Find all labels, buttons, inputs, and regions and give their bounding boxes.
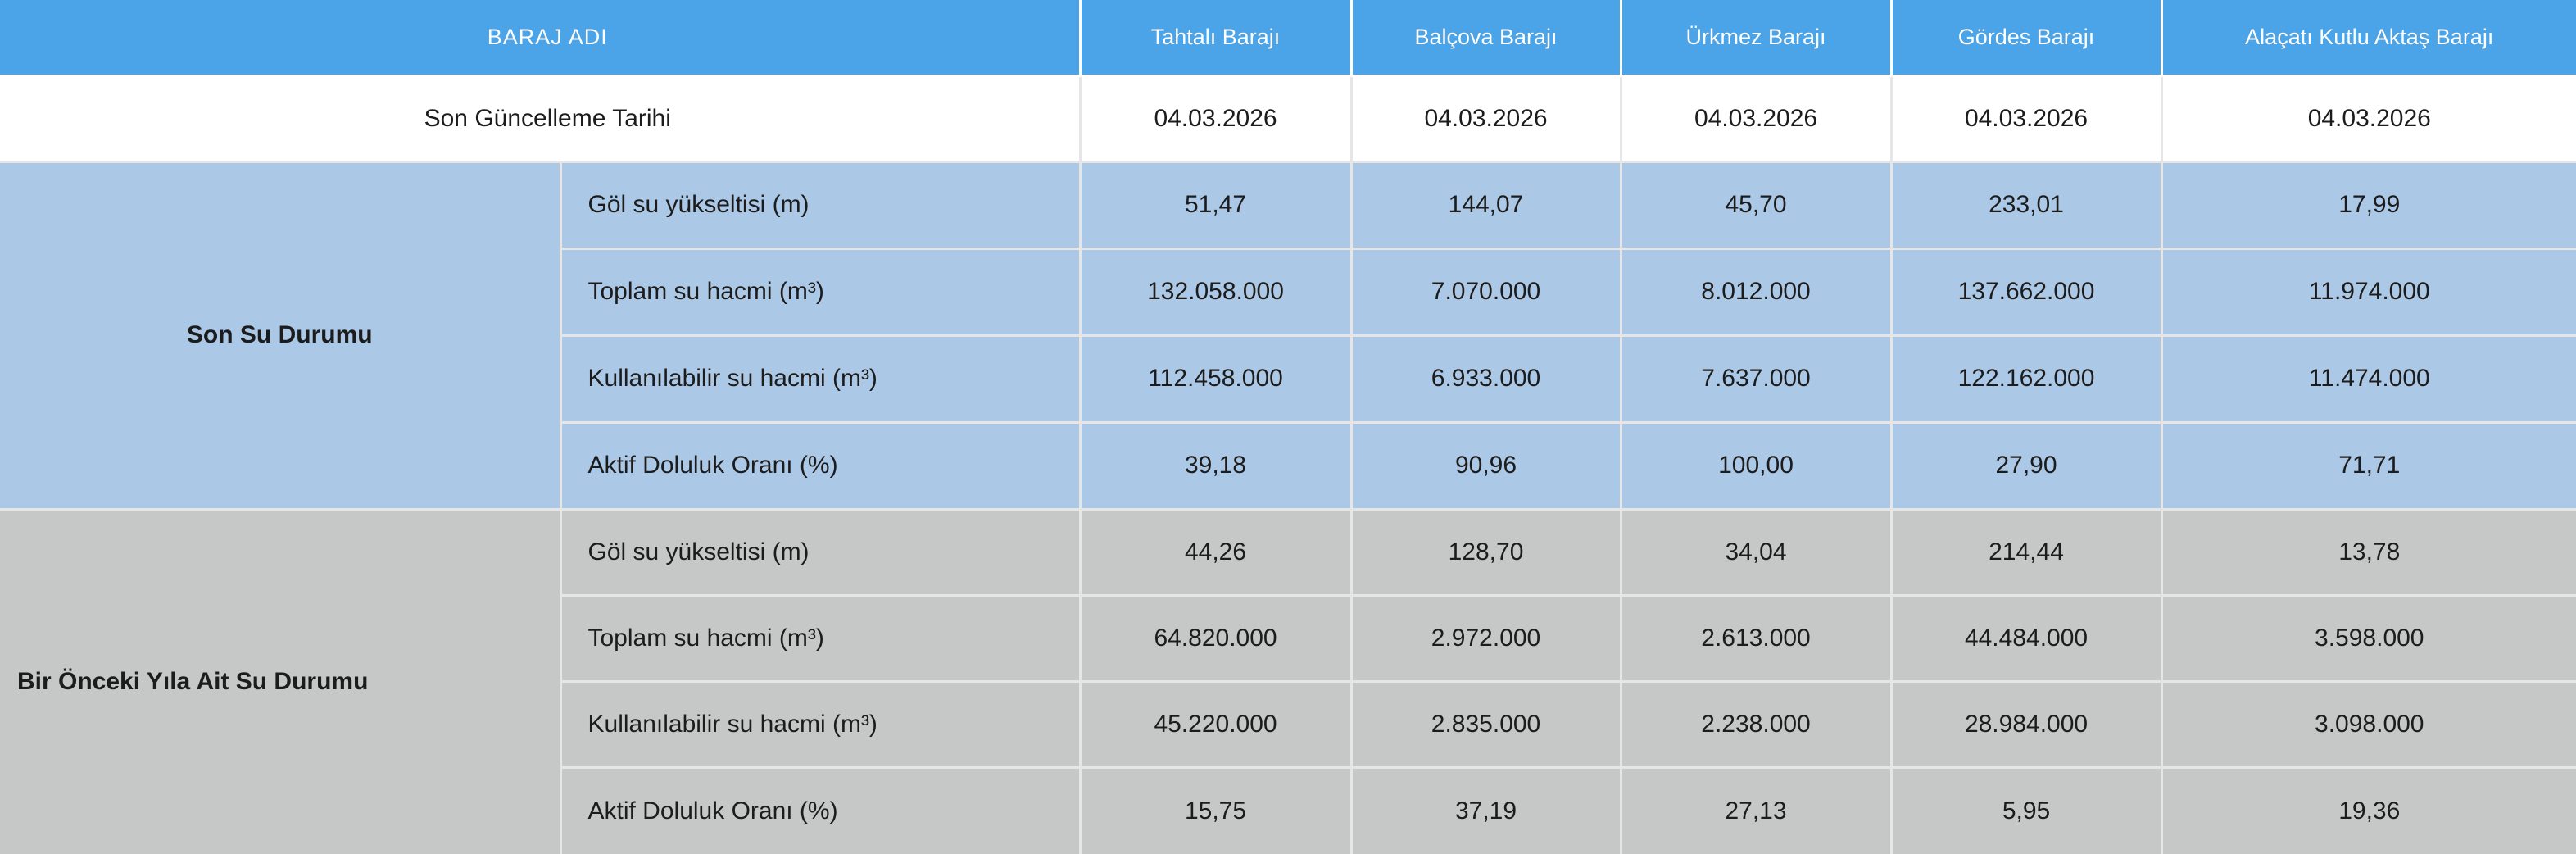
value-cell: 64.820.000	[1078, 593, 1353, 683]
table-row: Son Su Durumu Göl su yükseltisi (m) 51,4…	[0, 160, 2576, 511]
update-date-balcova: 04.03.2026	[1349, 74, 1622, 163]
value-cell: 2.238.000	[1619, 679, 1893, 769]
section-label-previous-year: Bir Önceki Yıla Ait Su Durumu	[0, 507, 562, 854]
baraj-adi-header: BARAJ ADI	[0, 0, 1082, 77]
dam-column-header-balcova: Balçova Barajı	[1349, 0, 1622, 77]
value-cell: 3.598.000	[2160, 593, 2576, 683]
table-row: Toplam su hacmi (m³) 64.820.000 2.972.00…	[0, 593, 2576, 683]
metric-label: Aktif Doluluk Oranı (%)	[559, 420, 1082, 511]
value-cell: 6.933.000	[1349, 334, 1622, 424]
value-cell: 137.662.000	[1889, 247, 2163, 337]
update-date-urkmez: 04.03.2026	[1619, 74, 1893, 163]
table-header-row: BARAJ ADI Tahtalı Barajı Balçova Barajı …	[0, 0, 2576, 77]
value-cell: 144,07	[1349, 160, 1622, 250]
update-date-label: Son Güncelleme Tarihi	[0, 74, 1082, 163]
metric-label: Toplam su hacmi (m³)	[559, 247, 1082, 337]
dam-column-header-gordes: Gördes Barajı	[1889, 0, 2163, 77]
table-row: Toplam su hacmi (m³) 132.058.000 7.070.0…	[0, 247, 2576, 337]
value-cell: 7.070.000	[1349, 247, 1622, 337]
update-date-gordes: 04.03.2026	[1889, 74, 2163, 163]
value-cell: 112.458.000	[1078, 334, 1353, 424]
update-date-row: Son Güncelleme Tarihi 04.03.2026 04.03.2…	[0, 74, 2576, 163]
table-row: Aktif Doluluk Oranı (%) 39,18 90,96 100,…	[0, 420, 2576, 511]
value-cell: 39,18	[1078, 420, 1353, 511]
value-cell: 27,13	[1619, 765, 1893, 854]
value-cell: 5,95	[1889, 765, 2163, 854]
value-cell: 11.474.000	[2160, 334, 2576, 424]
value-cell: 71,71	[2160, 420, 2576, 511]
table-row: Aktif Doluluk Oranı (%) 15,75 37,19 27,1…	[0, 765, 2576, 854]
metric-label: Kullanılabilir su hacmi (m³)	[559, 679, 1082, 769]
value-cell: 90,96	[1349, 420, 1622, 511]
value-cell: 8.012.000	[1619, 247, 1893, 337]
value-cell: 3.098.000	[2160, 679, 2576, 769]
value-cell: 34,04	[1619, 507, 1893, 597]
value-cell: 13,78	[2160, 507, 2576, 597]
value-cell: 19,36	[2160, 765, 2576, 854]
value-cell: 7.637.000	[1619, 334, 1893, 424]
value-cell: 27,90	[1889, 420, 2163, 511]
value-cell: 28.984.000	[1889, 679, 2163, 769]
value-cell: 233,01	[1889, 160, 2163, 250]
update-date-alacati: 04.03.2026	[2160, 74, 2576, 163]
table-row: Bir Önceki Yıla Ait Su Durumu Göl su yük…	[0, 507, 2576, 854]
value-cell: 17,99	[2160, 160, 2576, 250]
value-cell: 122.162.000	[1889, 334, 2163, 424]
value-cell: 37,19	[1349, 765, 1622, 854]
update-date-tahtali: 04.03.2026	[1078, 74, 1353, 163]
value-cell: 51,47	[1078, 160, 1353, 250]
value-cell: 45.220.000	[1078, 679, 1353, 769]
metric-label: Göl su yükseltisi (m)	[559, 507, 1082, 597]
dam-column-header-alacati: Alaçatı Kutlu Aktaş Barajı	[2160, 0, 2576, 77]
section-label-current: Son Su Durumu	[0, 160, 562, 511]
value-cell: 2.972.000	[1349, 593, 1622, 683]
value-cell: 100,00	[1619, 420, 1893, 511]
dam-column-header-tahtali: Tahtalı Barajı	[1078, 0, 1353, 77]
metric-label: Göl su yükseltisi (m)	[559, 160, 1082, 250]
metric-label: Aktif Doluluk Oranı (%)	[559, 765, 1082, 854]
value-cell: 44,26	[1078, 507, 1353, 597]
value-cell: 2.613.000	[1619, 593, 1893, 683]
value-cell: 15,75	[1078, 765, 1353, 854]
metric-label: Toplam su hacmi (m³)	[559, 593, 1082, 683]
table-row: Kullanılabilir su hacmi (m³) 45.220.000 …	[0, 679, 2576, 769]
value-cell: 45,70	[1619, 160, 1893, 250]
value-cell: 128,70	[1349, 507, 1622, 597]
value-cell: 11.974.000	[2160, 247, 2576, 337]
value-cell: 2.835.000	[1349, 679, 1622, 769]
value-cell: 214,44	[1889, 507, 2163, 597]
value-cell: 132.058.000	[1078, 247, 1353, 337]
value-cell: 44.484.000	[1889, 593, 2163, 683]
metric-label: Kullanılabilir su hacmi (m³)	[559, 334, 1082, 424]
table-row: Kullanılabilir su hacmi (m³) 112.458.000…	[0, 334, 2576, 424]
dam-column-header-urkmez: Ürkmez Barajı	[1619, 0, 1893, 77]
